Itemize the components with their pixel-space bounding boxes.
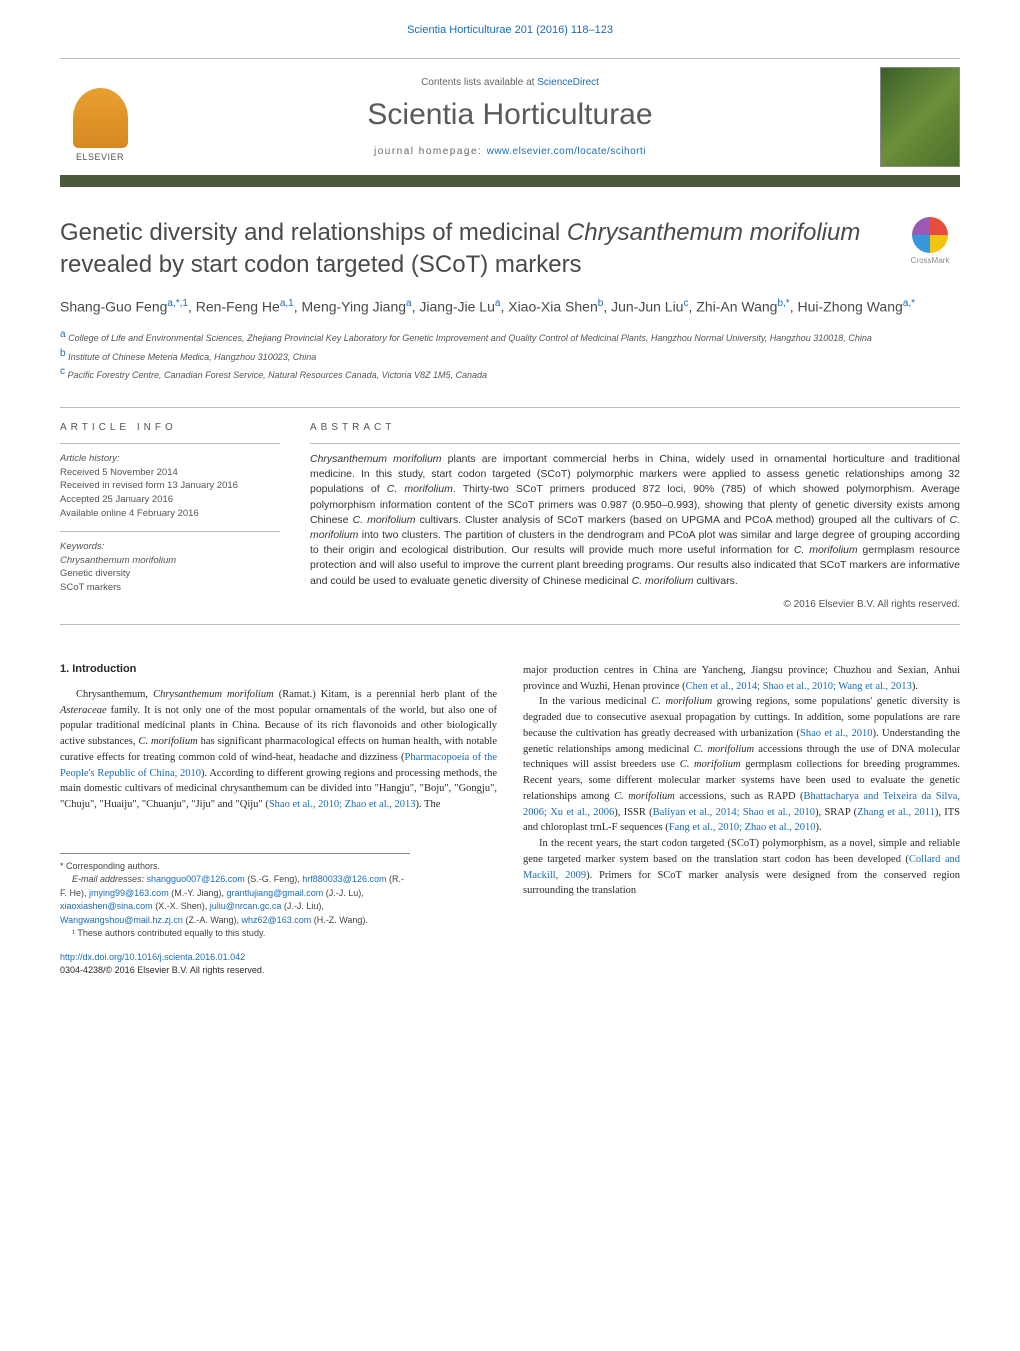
article-header: Genetic diversity and relationships of m… xyxy=(0,187,1020,393)
journal-title: Scientia Horticulturae xyxy=(140,98,880,132)
journal-reference: Scientia Horticulturae 201 (2016) 118–12… xyxy=(407,24,613,36)
crossmark-label: CrossMark xyxy=(900,256,960,265)
email-link[interactable]: juliu@nrcan.gc.ca xyxy=(210,901,282,911)
article-info-label: article info xyxy=(60,422,280,433)
divider-bar xyxy=(60,175,960,187)
email-link[interactable]: hrf880033@126.com xyxy=(302,874,386,884)
journal-cover-thumbnail xyxy=(880,67,960,167)
crossmark-badge[interactable]: CrossMark xyxy=(900,217,960,265)
citation-link[interactable]: Shao et al., 2010; Zhao et al., 2013 xyxy=(269,799,416,810)
page-header: Scientia Horticulturae 201 (2016) 118–12… xyxy=(0,0,1020,46)
article-info: Article history: Received 5 November 201… xyxy=(60,452,280,595)
contents-line: Contents lists available at ScienceDirec… xyxy=(140,77,880,88)
elsevier-label: ELSEVIER xyxy=(76,152,124,162)
intro-text: Chrysanthemum, Chrysanthemum morifolium … xyxy=(60,687,497,813)
divider xyxy=(60,624,960,625)
intro-heading: 1. Introduction xyxy=(60,663,497,675)
abstract-text: Chrysanthemum morifolium plants are impo… xyxy=(310,452,960,589)
elsevier-logo: ELSEVIER xyxy=(60,72,140,162)
doi-link[interactable]: http://dx.doi.org/10.1016/j.scienta.2016… xyxy=(60,952,245,962)
citation-link[interactable]: Chen et al., 2014; Shao et al., 2010; Wa… xyxy=(686,681,912,692)
right-body-column: major production centres in China are Ya… xyxy=(523,663,960,976)
citation-link[interactable]: Fang et al., 2010; Zhao et al., 2010 xyxy=(669,822,816,833)
email-link[interactable]: whz62@163.com xyxy=(242,915,312,925)
affiliations: a College of Life and Environmental Scie… xyxy=(60,327,960,383)
email-link[interactable]: grantlujiang@gmail.com xyxy=(227,888,324,898)
email-link[interactable]: xiaoxiashen@sina.com xyxy=(60,901,153,911)
abstract-copyright: © 2016 Elsevier B.V. All rights reserved… xyxy=(310,599,960,610)
email-link[interactable]: Wangwangshou@mail.hz.zj.cn xyxy=(60,915,183,925)
journal-banner: ELSEVIER Contents lists available at Sci… xyxy=(60,58,960,167)
sciencedirect-link[interactable]: ScienceDirect xyxy=(537,77,599,88)
body-text-right: major production centres in China are Ya… xyxy=(523,663,960,899)
body-columns: 1. Introduction Chrysanthemum, Chrysanth… xyxy=(0,639,1020,1006)
elsevier-tree-icon xyxy=(73,88,128,148)
citation-link[interactable]: Baliyan et al., 2014; Shao et al., 2010 xyxy=(653,807,815,818)
doi-block: http://dx.doi.org/10.1016/j.scienta.2016… xyxy=(60,951,497,976)
homepage-line: journal homepage: www.elsevier.com/locat… xyxy=(140,146,880,157)
left-body-column: 1. Introduction Chrysanthemum, Chrysanth… xyxy=(60,663,497,976)
authors-list: Shang-Guo Fenga,*,1, Ren-Feng Hea,1, Men… xyxy=(60,296,960,318)
email-link[interactable]: shangguo007@126.com xyxy=(147,874,245,884)
abstract-label: abstract xyxy=(310,422,960,433)
divider xyxy=(60,407,960,408)
footnotes: * Corresponding authors. E-mail addresse… xyxy=(60,853,410,941)
homepage-link[interactable]: www.elsevier.com/locate/scihorti xyxy=(487,146,646,157)
article-title: Genetic diversity and relationships of m… xyxy=(60,217,900,282)
crossmark-icon xyxy=(912,217,948,253)
citation-link[interactable]: Shao et al., 2010 xyxy=(800,728,872,739)
email-link[interactable]: jmying99@163.com xyxy=(89,888,169,898)
info-abstract-row: article info Article history: Received 5… xyxy=(0,422,1020,610)
citation-link[interactable]: Zhang et al., 2011 xyxy=(857,807,935,818)
